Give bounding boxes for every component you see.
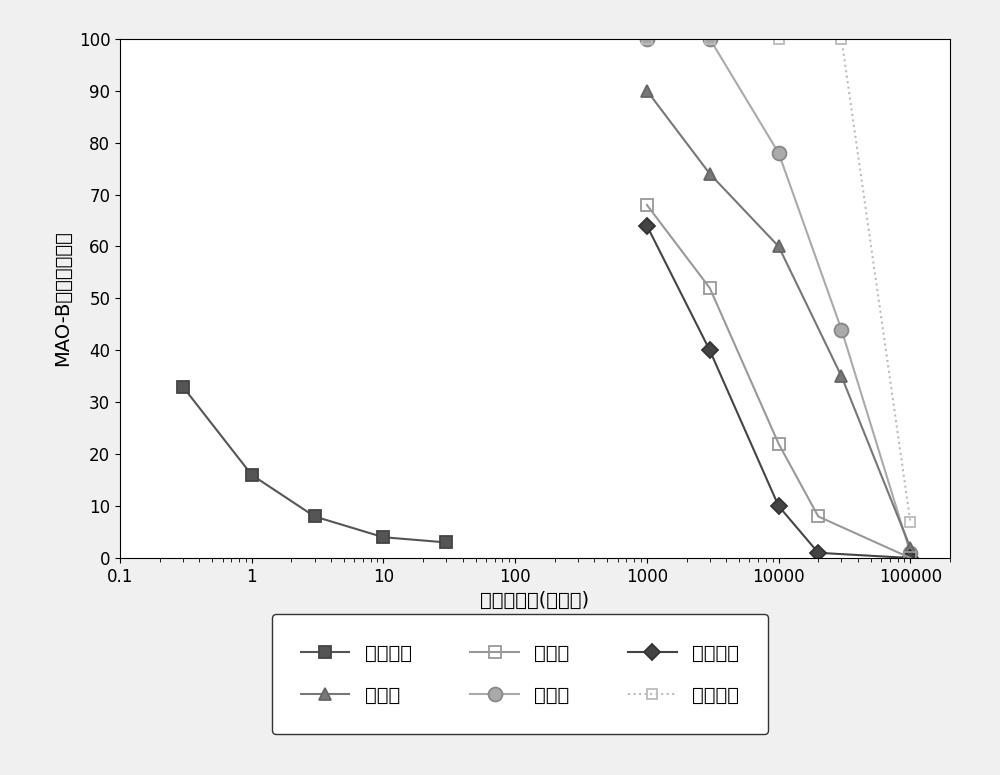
麦斯明 — [773, 439, 785, 449]
新烟碱 — [773, 242, 785, 251]
新烟碱 — [704, 169, 716, 178]
新烟草碱 — [641, 34, 653, 43]
Y-axis label: MAO-B活性的百分比: MAO-B活性的百分比 — [53, 230, 72, 367]
异麦斯明 — [904, 553, 916, 563]
新烟碱 — [835, 371, 847, 381]
Line: 司来吉兰: 司来吉兰 — [177, 381, 452, 548]
新烟草碱 — [904, 517, 916, 526]
新烟草碱 — [773, 34, 785, 43]
异麦斯明 — [641, 221, 653, 230]
新烟草碱 — [704, 34, 716, 43]
Line: 异麦斯明: 异麦斯明 — [641, 220, 916, 563]
新烟碱 — [904, 543, 916, 553]
降烟碱 — [641, 34, 653, 43]
X-axis label: 化合物浓度(微摩尔): 化合物浓度(微摩尔) — [480, 591, 590, 610]
异麦斯明 — [704, 346, 716, 355]
Line: 新烟草碱: 新烟草碱 — [642, 34, 915, 526]
降烟碱 — [904, 548, 916, 557]
麦斯明 — [904, 553, 916, 563]
司来吉兰 — [177, 382, 189, 391]
司来吉兰 — [309, 512, 321, 521]
新烟碱 — [641, 86, 653, 95]
麦斯明 — [812, 512, 824, 521]
司来吉兰 — [440, 538, 452, 547]
异麦斯明 — [773, 501, 785, 511]
司来吉兰 — [246, 470, 258, 480]
麦斯明 — [641, 200, 653, 209]
Line: 麦斯明: 麦斯明 — [641, 199, 916, 563]
麦斯明 — [704, 284, 716, 293]
Legend: 司来吉兰, 新烟碱, 麦斯明, 降烟碱, 异麦斯明, 新烟草碱: 司来吉兰, 新烟碱, 麦斯明, 降烟碱, 异麦斯明, 新烟草碱 — [272, 615, 768, 734]
降烟碱 — [704, 34, 716, 43]
Line: 降烟碱: 降烟碱 — [640, 32, 917, 560]
降烟碱 — [773, 148, 785, 157]
司来吉兰 — [377, 532, 389, 542]
异麦斯明 — [812, 548, 824, 557]
Line: 新烟碱: 新烟碱 — [641, 84, 917, 554]
降烟碱 — [835, 325, 847, 334]
新烟草碱 — [835, 34, 847, 43]
